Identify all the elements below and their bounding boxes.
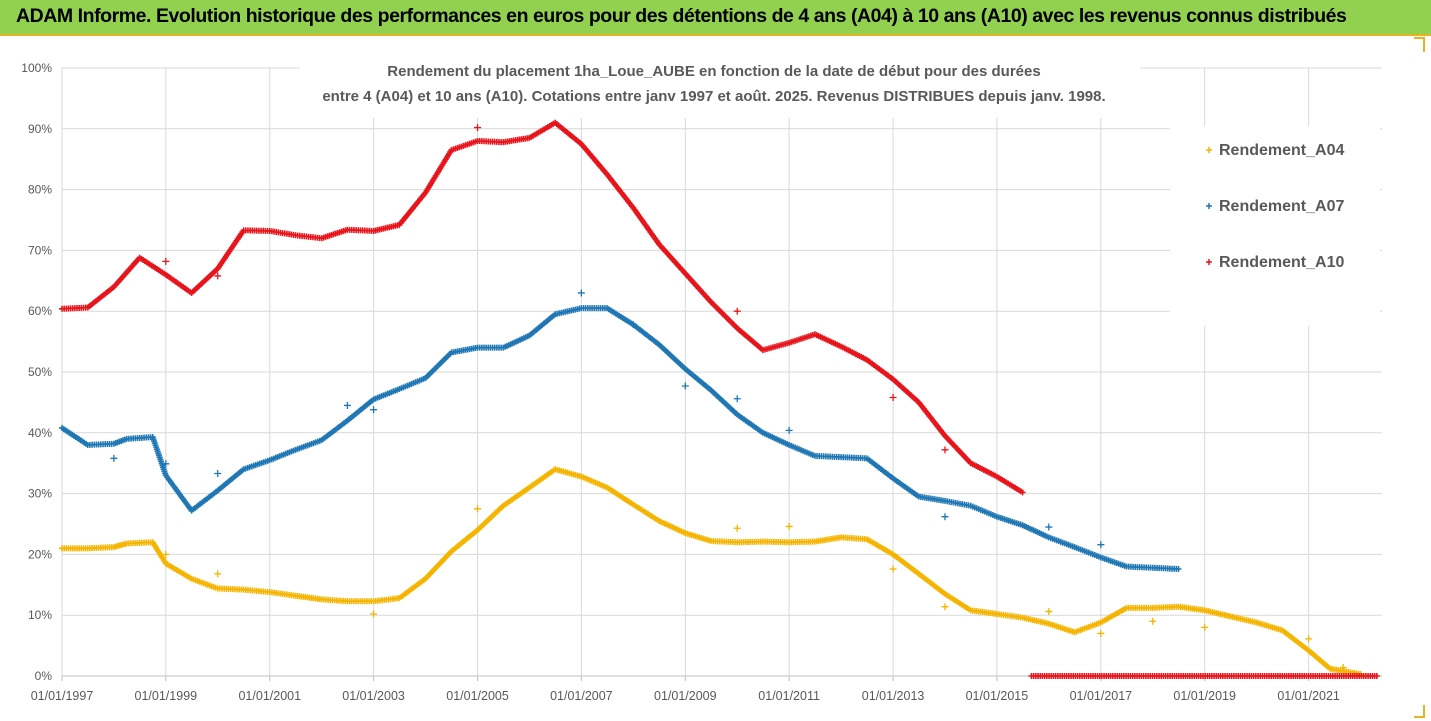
legend-label-Rendement_A10: Rendement_A10 (1219, 254, 1344, 271)
data-point-outlier (110, 454, 118, 462)
x-tick-label: 01/01/1997 (31, 689, 94, 703)
y-tick-label: 10% (28, 608, 52, 622)
x-tick-label: 01/01/1999 (135, 689, 198, 703)
data-point-outlier (941, 603, 949, 611)
chart-title-background (300, 54, 1140, 118)
data-point-outlier (577, 289, 585, 297)
data-point-outlier (370, 406, 378, 414)
data-point-outlier (1097, 629, 1105, 637)
gridlines (61, 67, 1382, 681)
y-tick-label: 40% (28, 426, 52, 440)
legend-background (1170, 126, 1380, 326)
data-point-outlier (162, 460, 170, 468)
series-Rendement_A07 (59, 289, 1182, 572)
data-point-outlier (162, 257, 170, 265)
chart-title-line-1: Rendement du placement 1ha_Loue_AUBE en … (387, 63, 1040, 80)
chart-title-box: Rendement du placement 1ha_Loue_AUBE en … (300, 54, 1140, 118)
data-point-outlier (370, 610, 378, 618)
data-point-outlier (1149, 617, 1157, 625)
x-axis-ticks: 01/01/1997 01/01/1999 01/01/2001 01/01/2003… (31, 689, 1340, 703)
data-point-outlier (474, 505, 482, 513)
x-tick-label: 01/01/2017 (1070, 689, 1133, 703)
series-layer (59, 119, 1380, 679)
y-tick-label: 90% (28, 122, 52, 136)
x-tick-label: 01/01/2007 (550, 689, 613, 703)
legend: Rendement_A04 Rendement_A07 Rendement_A10 (1170, 126, 1380, 326)
data-point-outlier (733, 524, 741, 532)
legend-marker (1206, 259, 1212, 265)
data-point-outlier (1305, 635, 1313, 643)
series-Rendement_A04 (59, 466, 1364, 678)
legend-label-Rendement_A04: Rendement_A04 (1219, 142, 1344, 159)
data-point-outlier (162, 550, 170, 558)
data-point-outlier (1045, 608, 1053, 616)
y-tick-label: 60% (28, 304, 52, 318)
data-point-outlier (1339, 663, 1347, 671)
banner-title: ADAM Informe. Evolution historique des p… (16, 5, 1347, 27)
y-tick-label: 20% (28, 547, 52, 561)
data-point-outlier (343, 401, 351, 409)
data-point-zero (1373, 673, 1380, 679)
y-tick-label: 100% (21, 61, 52, 75)
data-point-outlier (214, 470, 222, 478)
y-tick-label: 30% (28, 487, 52, 501)
data-point-outlier (733, 307, 741, 315)
y-axis-ticks: 0% 10% 20% 30% 40% 50% 60% 70% 80% 90% 100% (21, 61, 52, 683)
x-tick-label: 01/01/2019 (1173, 689, 1236, 703)
y-tick-label: 70% (28, 243, 52, 257)
y-tick-label: 80% (28, 183, 52, 197)
data-point (1175, 565, 1182, 572)
report-banner: ADAM Informe. Evolution historique des p… (0, 0, 1431, 36)
data-point-outlier (214, 570, 222, 578)
data-point-outlier (1201, 623, 1209, 631)
data-point-outlier (214, 272, 222, 280)
data-point-outlier (889, 394, 897, 402)
data-point-outlier (681, 382, 689, 390)
x-tick-label: 01/01/2009 (654, 689, 717, 703)
data-point-outlier (889, 565, 897, 573)
legend-label-Rendement_A07: Rendement_A07 (1219, 198, 1344, 215)
x-tick-label: 01/01/2003 (342, 689, 405, 703)
x-tick-label: 01/01/2021 (1277, 689, 1340, 703)
x-tick-label: 01/01/2013 (862, 689, 925, 703)
chart-title-line-2: entre 4 (A04) et 10 ans (A10). Cotations… (322, 88, 1105, 105)
data-point (1019, 489, 1026, 496)
legend-marker (1206, 203, 1212, 209)
data-point-outlier (785, 522, 793, 530)
y-tick-label: 50% (28, 365, 52, 379)
legend-marker (1206, 147, 1212, 153)
data-point-outlier (474, 124, 482, 132)
series-Rendement_A10 (59, 119, 1380, 679)
x-tick-label: 01/01/2005 (446, 689, 509, 703)
x-tick-label: 01/01/2001 (238, 689, 301, 703)
data-point-outlier (785, 426, 793, 434)
data-point-outlier (941, 513, 949, 521)
data-point-outlier (1097, 541, 1105, 549)
data-point-outlier (629, 321, 637, 329)
performance-chart: 0% 10% 20% 30% 40% 50% 60% 70% 80% 90% 100% 01/01/… (21, 54, 1382, 703)
data-point-outlier (733, 395, 741, 403)
x-tick-label: 01/01/2011 (758, 689, 820, 703)
data-point-outlier (1045, 523, 1053, 531)
x-tick-label: 01/01/2015 (966, 689, 1029, 703)
y-tick-label: 0% (35, 669, 53, 683)
data-point-outlier (941, 446, 949, 454)
